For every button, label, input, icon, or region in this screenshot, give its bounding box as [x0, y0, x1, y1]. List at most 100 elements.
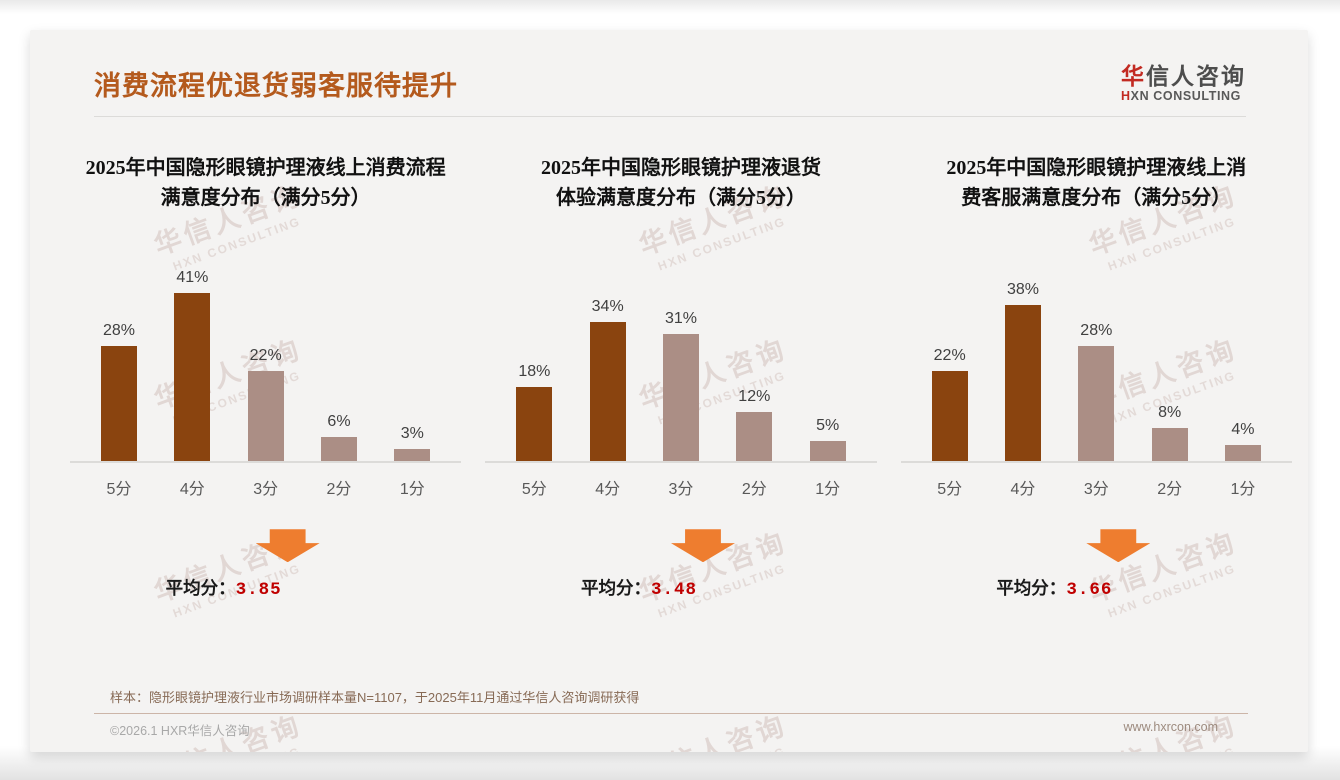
- bar-group: 22%: [915, 347, 985, 462]
- chart-title: 2025年中国隐形眼镜护理液线上消费流程 满意度分布（满分5分）: [66, 153, 465, 213]
- category-label: 1分: [399, 481, 425, 499]
- category-axis: 5分 4分 3分 2分 1分: [66, 475, 465, 499]
- bar-value-label: 5%: [816, 416, 840, 434]
- bar-group: 28%: [1061, 322, 1131, 462]
- brand-logo-en-accent: H: [1121, 89, 1131, 104]
- bar-value-label: 4%: [1231, 420, 1255, 438]
- bar: [320, 436, 357, 462]
- bar-plot: 22% 38% 28% 8% 4%: [897, 259, 1296, 462]
- bar-group: 34%: [573, 297, 643, 462]
- category-label: 5分: [937, 481, 963, 499]
- bar: [1078, 346, 1115, 462]
- header-divider: [94, 116, 1246, 118]
- bar: [809, 440, 846, 462]
- bar-value-label: 18%: [518, 363, 551, 381]
- brand-logo-cn-accent: 华: [1121, 63, 1146, 89]
- chart-title-line2: 体验满意度分布（满分5分）: [555, 187, 806, 210]
- bar-value-label: 22%: [933, 347, 966, 365]
- bar: [736, 412, 773, 462]
- average-score-value: 3.66: [1066, 580, 1113, 601]
- bar-group: 8%: [1135, 404, 1205, 462]
- bar-group: 38%: [988, 281, 1058, 462]
- down-arrow-icon: [1086, 529, 1151, 563]
- category-label: 4分: [179, 481, 205, 499]
- bar-value-label: 38%: [1006, 281, 1039, 299]
- bar: [101, 346, 137, 462]
- bar: [247, 371, 284, 462]
- bar-plot: 28% 41% 22% 6% 3%: [66, 259, 465, 462]
- category-label: 3分: [253, 481, 279, 499]
- x-axis-line: [900, 461, 1292, 464]
- chart-title: 2025年中国隐形眼镜护理液退货 体验满意度分布（满分5分）: [481, 153, 880, 213]
- category-label: 1分: [1230, 481, 1256, 499]
- category-label: 5分: [106, 481, 132, 499]
- slide-header: 消费流程优退货弱客服待提升 华信人咨询 HXN CONSULTING: [30, 30, 1308, 103]
- bar: [174, 293, 211, 462]
- bar-group: 41%: [157, 269, 227, 462]
- bar-value-label: 34%: [591, 297, 624, 315]
- average-score-value: 3.48: [650, 580, 697, 601]
- chart-column: 2025年中国隐形眼镜护理液线上消 费客服满意度分布（满分5分） 22% 38% 2…: [897, 153, 1296, 600]
- bar-group: 31%: [646, 310, 716, 462]
- category-label: 2分: [1157, 481, 1183, 499]
- chart-title-line2: 满意度分布（满分5分）: [160, 187, 371, 210]
- average-score-label: 平均分：: [996, 578, 1067, 599]
- average-score-label: 平均分：: [580, 578, 651, 599]
- chart-title: 2025年中国隐形眼镜护理液线上消 费客服满意度分布（满分5分）: [897, 153, 1296, 213]
- bar: [1224, 444, 1261, 462]
- category-label: 2分: [741, 481, 767, 499]
- charts-row: 2025年中国隐形眼镜护理液线上消费流程 满意度分布（满分5分） 28% 41% 2…: [30, 117, 1308, 600]
- category-label: 5分: [521, 481, 547, 499]
- brand-logo: 华信人咨询 HXN CONSULTING: [1121, 64, 1246, 103]
- chart-title-line2: 费客服满意度分布（满分5分）: [961, 187, 1232, 210]
- average-score: 平均分：3.85: [30, 575, 423, 600]
- category-label: 3分: [668, 481, 694, 499]
- bar-value-label: 12%: [738, 388, 771, 406]
- brand-logo-en-rest: XN CONSULTING: [1130, 89, 1241, 104]
- brand-logo-english: HXN CONSULTING: [1121, 90, 1246, 103]
- category-label: 4分: [595, 481, 621, 499]
- brand-logo-chinese: 华信人咨询: [1121, 64, 1246, 88]
- chart-column: 2025年中国隐形眼镜护理液线上消费流程 满意度分布（满分5分） 28% 41% 2…: [66, 153, 465, 600]
- x-axis-line: [70, 461, 462, 464]
- bar-plot: 18% 34% 31% 12% 5%: [481, 259, 880, 462]
- category-label: 3分: [1083, 481, 1109, 499]
- sample-note: 样本：隐形眼镜护理液行业市场调研样本量N=1107，于2025年11月通过华信人…: [110, 690, 640, 705]
- bar-group: 18%: [499, 363, 569, 462]
- category-label: 2分: [326, 481, 352, 499]
- category-axis: 5分 4分 3分 2分 1分: [897, 475, 1296, 499]
- chart-title-line1: 2025年中国隐形眼镜护理液退货: [540, 157, 821, 180]
- copyright-text: ©2026.1 HXR华信人咨询: [110, 724, 250, 738]
- bar-group: 5%: [793, 417, 863, 462]
- bar-group: 4%: [1208, 420, 1278, 462]
- bar: [931, 371, 968, 462]
- bar: [1151, 428, 1188, 462]
- bar-value-label: 28%: [102, 322, 136, 340]
- bar-value-label: 3%: [400, 424, 424, 442]
- average-score: 平均分：3.48: [439, 575, 838, 600]
- chart-column: 2025年中国隐形眼镜护理液退货 体验满意度分布（满分5分） 18% 34% 31%…: [481, 153, 880, 600]
- down-arrow-icon: [670, 529, 735, 563]
- bar: [1004, 305, 1041, 462]
- average-score: 平均分：3.66: [855, 575, 1254, 600]
- x-axis-line: [485, 461, 877, 464]
- bar-value-label: 28%: [1080, 322, 1113, 340]
- bar: [662, 334, 699, 462]
- slide-footer: ©2026.1 HXR华信人咨询 www.hxrcon.com: [110, 720, 1218, 739]
- slide-card: 华信人咨询 HXN CONSULTING 华信人咨询 HXN CONSULTING 华信…: [30, 30, 1308, 752]
- category-label: 4分: [1010, 481, 1036, 499]
- average-score-value: 3.85: [235, 580, 282, 601]
- bar-value-label: 8%: [1158, 404, 1182, 422]
- website-url: www.hxrcon.com: [1123, 720, 1218, 734]
- bar: [516, 387, 553, 462]
- bar-group: 6%: [304, 413, 374, 462]
- down-arrow-icon: [255, 529, 320, 563]
- bar-group: 12%: [719, 388, 789, 462]
- bar: [589, 321, 626, 462]
- bar-group: 28%: [84, 322, 154, 462]
- bar: [394, 448, 431, 462]
- chart-title-line1: 2025年中国隐形眼镜护理液线上消: [946, 157, 1247, 180]
- bar-value-label: 22%: [249, 347, 282, 365]
- footer-divider: [94, 713, 1248, 714]
- bar-group: 22%: [231, 347, 301, 462]
